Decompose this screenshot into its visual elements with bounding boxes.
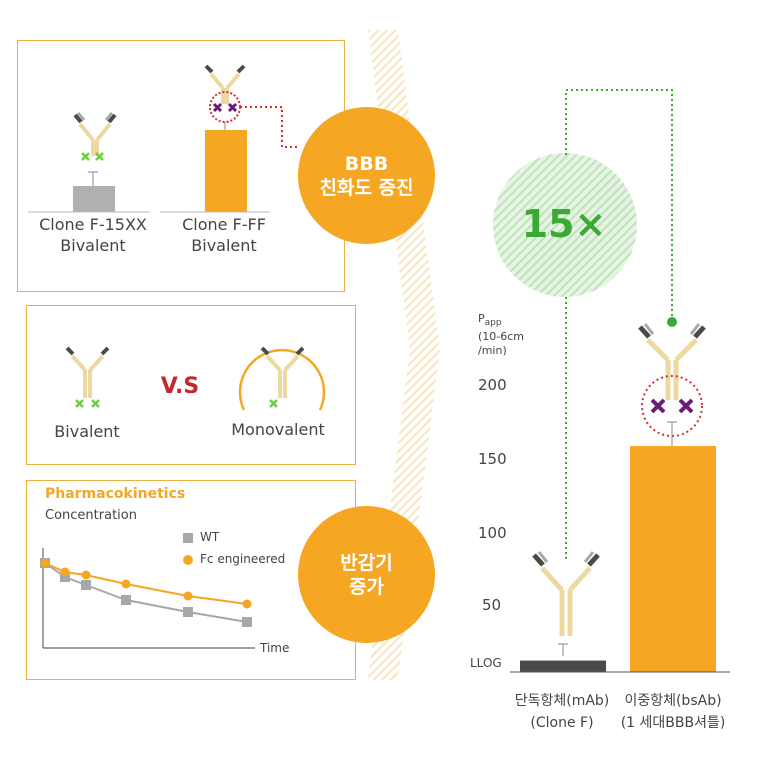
point-fc [40,558,50,568]
highlight-ring [641,375,703,437]
legend-label-fc: Fc engineered [200,552,286,566]
panel-valency [26,305,356,465]
point-fc [242,599,252,609]
pk-title: Pharmacokinetics [45,486,186,502]
pk-xlabel: Time [260,641,290,655]
point-wt [121,595,131,605]
label-bivalent: Bivalent [54,422,120,441]
chart-ylabel: Papp (10-6cm /min) [478,312,525,358]
tick-50: 50 [482,596,502,614]
tick-150: 150 [478,450,507,468]
tick-100: 100 [478,524,507,542]
point-fc [81,570,91,580]
monovalent-ring [238,348,326,411]
tick-200: 200 [478,376,507,394]
antibody-icon [260,346,305,408]
legend-swatch-wt [183,533,193,543]
line-fc-engineered [44,562,248,605]
antibody-icon [204,64,246,113]
vs-label: V.S [160,374,200,399]
point-wt [81,580,91,590]
label-monovalent: Monovalent [231,420,325,439]
bar-mab [520,660,606,672]
fold-change-label: 15× [521,202,607,246]
circle-bbb-affinity: BBB 친화도 증진 [298,107,435,244]
point-wt [183,607,193,617]
circle-half-life: 반감기 증가 [298,506,435,643]
antibody-icon [73,112,117,161]
panel-bbb-comparison [17,40,345,292]
bar-clone-ff [205,130,247,212]
bar-chart [520,446,716,672]
bar-label-mab: 단독항체(mAb) (Clone F) [514,693,610,731]
antibody-icon [532,551,600,636]
point-fc [121,579,131,589]
label-clone-ff: Clone F-FF Bivalent [182,215,266,255]
bar-label-bsab: 이중항체(bsAb) (1 세대BBB셔틀) [620,693,726,731]
point-fc [183,591,193,601]
antibody-icon [638,323,706,414]
label-clone-15xx: Clone F-15XX Bivalent [39,215,147,255]
point-wt [242,617,252,627]
tick-llog: LLOG [470,656,502,670]
antibody-icon [65,346,110,408]
bar-clone-15xx [73,186,115,212]
bar-bsab [630,446,716,672]
fold-bubble [493,153,637,297]
legend-label-wt: WT [200,530,220,544]
point-wt [60,572,70,582]
point-fc [60,567,70,577]
pk-ylabel: Concentration [45,508,137,523]
legend-swatch-fc [183,555,193,565]
line-wt [44,562,248,623]
connector-red [240,106,300,148]
connector-green [565,89,673,320]
